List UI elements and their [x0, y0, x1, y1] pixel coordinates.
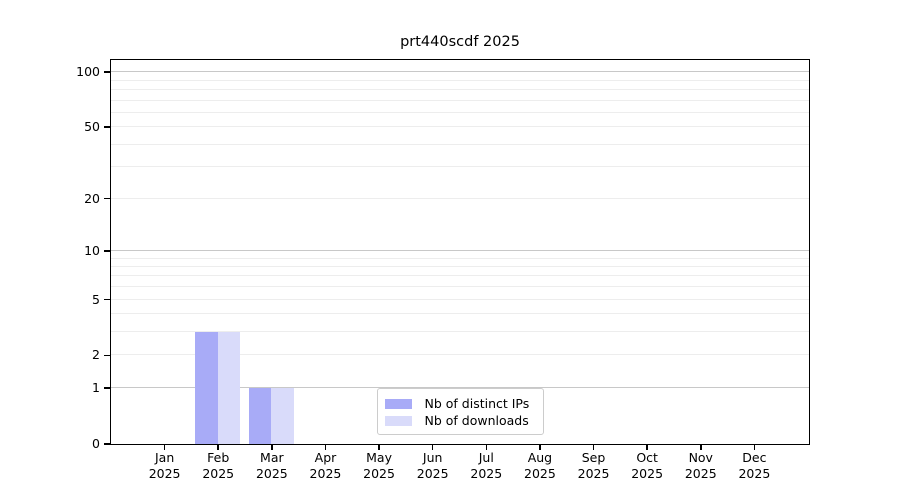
bar-downloads: [217, 332, 241, 444]
y-axis-tick: [103, 71, 111, 73]
x-tick-label: Mar 2025: [255, 450, 288, 481]
chart-title: prt440scdf 2025: [400, 34, 520, 50]
gridline-minor: [110, 313, 809, 315]
gridline-minor: [110, 126, 809, 128]
x-tick-label: Dec 2025: [738, 450, 771, 481]
legend-label-downloads: Nb of downloads: [424, 413, 529, 428]
x-axis-tick: [539, 445, 541, 450]
gridline-minor: [110, 99, 809, 101]
gridline-minor: [110, 166, 809, 168]
legend-item-distinct-ips: Nb of distinct IPs: [384, 395, 535, 412]
gridline-minor: [110, 111, 809, 113]
gridline-minor: [110, 143, 809, 145]
x-axis-tick: [700, 445, 702, 450]
x-axis-tick: [485, 445, 488, 450]
gridline-minor: [110, 257, 809, 259]
x-axis-tick: [163, 445, 166, 450]
x-tick-label: Apr 2025: [309, 450, 342, 481]
gridline-major: [110, 71, 809, 73]
gridline-minor: [110, 275, 809, 277]
x-axis-tick: [431, 445, 434, 450]
x-axis-tick: [324, 445, 327, 450]
y-axis-tick: [103, 126, 111, 128]
x-tick-label: Aug 2025: [524, 450, 556, 481]
plot-area: Nb of distinct IPs Nb of downloads: [109, 59, 810, 445]
y-axis-tick: [103, 387, 111, 389]
x-axis-tick: [646, 445, 648, 450]
gridline-minor: [110, 265, 809, 267]
y-tick-label: 0: [92, 436, 100, 451]
gridline-minor: [110, 298, 809, 300]
legend-item-downloads: Nb of downloads: [384, 412, 535, 429]
x-axis-tick: [378, 445, 380, 450]
x-tick-label: Jan 2025: [148, 450, 181, 481]
x-tick-label: Feb 2025: [202, 450, 235, 481]
y-axis-tick: [103, 250, 111, 252]
y-tick-label: 100: [76, 64, 100, 80]
y-tick-label: 10: [84, 242, 100, 258]
y-axis-tick: [103, 298, 111, 301]
bar-distinct-ips: [195, 332, 218, 444]
x-axis-tick: [753, 445, 756, 450]
bar-distinct-ips: [248, 388, 272, 444]
x-tick-label: Jun 2025: [416, 450, 449, 481]
legend-label-distinct-ips: Nb of distinct IPs: [424, 396, 530, 411]
gridline-major: [110, 387, 809, 389]
bar-downloads: [271, 388, 294, 444]
x-axis-tick: [271, 445, 273, 450]
x-tick-label: Nov 2025: [684, 450, 717, 481]
x-tick-label: Oct 2025: [631, 450, 664, 481]
x-tick-label: Sep 2025: [577, 450, 610, 481]
y-axis-tick: [103, 443, 111, 445]
y-tick-label: 50: [84, 119, 100, 135]
gridline-minor: [110, 331, 809, 333]
legend-swatch-distinct-ips-icon: [384, 398, 412, 409]
legend-swatch-downloads-icon: [384, 415, 412, 426]
x-tick-label: May 2025: [363, 450, 395, 481]
gridline-minor: [110, 354, 809, 356]
x-tick-label: Jul 2025: [470, 450, 503, 481]
gridline-minor: [110, 286, 809, 288]
gridline-minor: [110, 88, 809, 90]
x-axis-tick: [217, 445, 219, 450]
gridline-major: [110, 249, 809, 251]
gridline-minor: [110, 197, 809, 199]
y-axis-tick: [103, 197, 111, 200]
y-tick-label: 20: [84, 190, 100, 206]
y-tick-label: 1: [92, 380, 100, 396]
y-axis-tick: [103, 354, 111, 357]
gridline-minor: [110, 79, 809, 81]
legend: Nb of distinct IPs Nb of downloads: [376, 388, 544, 435]
y-tick-label: 5: [92, 291, 100, 307]
x-axis-tick: [592, 445, 595, 450]
y-tick-label: 2: [92, 347, 100, 363]
